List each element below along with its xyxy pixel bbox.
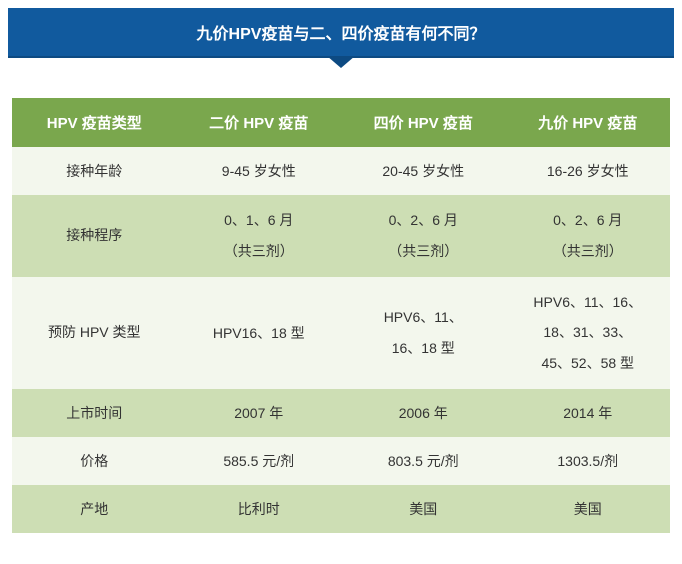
table-cell: 16-26 岁女性 — [506, 147, 671, 195]
table-cell: 比利时 — [177, 485, 342, 533]
table-cell: 美国 — [341, 485, 506, 533]
row-label: 上市时间 — [12, 389, 177, 437]
table-cell: 1303.5/剂 — [506, 437, 671, 485]
row-label: 接种年龄 — [12, 147, 177, 195]
table-cell: 2007 年 — [177, 389, 342, 437]
comparison-table-wrap: HPV 疫苗类型 二价 HPV 疫苗 四价 HPV 疫苗 九价 HPV 疫苗 接… — [12, 98, 670, 533]
table-header-row: HPV 疫苗类型 二价 HPV 疫苗 四价 HPV 疫苗 九价 HPV 疫苗 — [12, 98, 670, 147]
row-label: 产地 — [12, 485, 177, 533]
table-row: 上市时间2007 年2006 年2014 年 — [12, 389, 670, 437]
table-cell: 0、2、6 月（共三剂） — [506, 195, 671, 277]
table-cell: 803.5 元/剂 — [341, 437, 506, 485]
page-title-banner: 九价HPV疫苗与二、四价疫苗有何不同？ — [8, 8, 674, 58]
row-label: 预防 HPV 类型 — [12, 277, 177, 389]
table-cell: 0、2、6 月（共三剂） — [341, 195, 506, 277]
header-nonavalent: 九价 HPV 疫苗 — [506, 98, 671, 147]
table-cell: 20-45 岁女性 — [341, 147, 506, 195]
header-type: HPV 疫苗类型 — [12, 98, 177, 147]
table-row: 价格585.5 元/剂803.5 元/剂1303.5/剂 — [12, 437, 670, 485]
comparison-table: HPV 疫苗类型 二价 HPV 疫苗 四价 HPV 疫苗 九价 HPV 疫苗 接… — [12, 98, 670, 533]
header-quadrivalent: 四价 HPV 疫苗 — [341, 98, 506, 147]
table-row: 产地比利时美国美国 — [12, 485, 670, 533]
header-bivalent: 二价 HPV 疫苗 — [177, 98, 342, 147]
table-cell: 9-45 岁女性 — [177, 147, 342, 195]
table-cell: 美国 — [506, 485, 671, 533]
table-cell: 0、1、6 月（共三剂） — [177, 195, 342, 277]
row-label: 价格 — [12, 437, 177, 485]
row-label: 接种程序 — [12, 195, 177, 277]
table-cell: 2006 年 — [341, 389, 506, 437]
table-row: 接种程序0、1、6 月（共三剂）0、2、6 月（共三剂）0、2、6 月（共三剂） — [12, 195, 670, 277]
banner-title: 九价HPV疫苗与二、四价疫苗有何不同？ — [197, 26, 486, 43]
table-cell: HPV6、11、16、18 型 — [341, 277, 506, 389]
table-row: 预防 HPV 类型HPV16、18 型HPV6、11、16、18 型HPV6、1… — [12, 277, 670, 389]
table-row: 接种年龄9-45 岁女性20-45 岁女性16-26 岁女性 — [12, 147, 670, 195]
table-cell: 2014 年 — [506, 389, 671, 437]
table-cell: HPV16、18 型 — [177, 277, 342, 389]
table-body: 接种年龄9-45 岁女性20-45 岁女性16-26 岁女性接种程序0、1、6 … — [12, 147, 670, 533]
table-cell: 585.5 元/剂 — [177, 437, 342, 485]
table-cell: HPV6、11、16、18、31、33、45、52、58 型 — [506, 277, 671, 389]
